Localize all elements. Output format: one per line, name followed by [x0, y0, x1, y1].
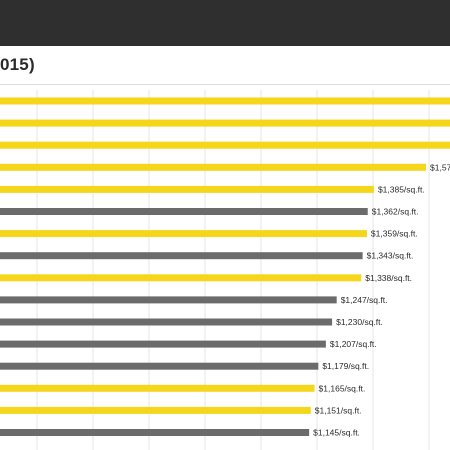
- bar-10: [0, 318, 333, 326]
- bar-label-15: $1,145/sq.ft.: [313, 428, 360, 438]
- bar-label-11: $1,207/sq.ft.: [330, 339, 377, 349]
- bar-13: [0, 384, 315, 392]
- bar-label-9: $1,247/sq.ft.: [341, 295, 388, 305]
- bar-8: [0, 274, 362, 282]
- bar-label-14: $1,151/sq.ft.: [315, 405, 362, 415]
- bar-11: [0, 340, 326, 348]
- bar-label-7: $1,343/sq.ft.: [367, 251, 414, 261]
- chart-title: 015): [0, 55, 35, 74]
- bar-5: [0, 208, 368, 215]
- bar-0: [0, 97, 450, 105]
- bar-label-12: $1,179/sq.ft.: [322, 361, 369, 371]
- top-banner: [0, 0, 450, 46]
- title-divider: [0, 84, 450, 85]
- bar-4: [0, 185, 374, 193]
- bar-label-13: $1,165/sq.ft.: [319, 383, 366, 393]
- bar-label-4: $1,385/sq.ft.: [378, 184, 425, 194]
- bar-14: [0, 406, 311, 414]
- bar-2: [0, 141, 450, 149]
- bar-7: [0, 252, 363, 260]
- bar-label-8: $1,338/sq.ft.: [365, 273, 412, 283]
- bar-label-6: $1,359/sq.ft.: [371, 229, 418, 239]
- bar-label-10: $1,230/sq.ft.: [336, 317, 383, 327]
- bar-1: [0, 119, 450, 127]
- bar-15: [0, 429, 310, 436]
- bar-6: [0, 230, 367, 238]
- bar-label-5: $1,362/sq.ft.: [372, 207, 419, 217]
- bar-label-3: $1,578: [430, 162, 450, 172]
- bar-9: [0, 296, 337, 304]
- bar-3: [0, 163, 427, 171]
- bar-12: [0, 362, 319, 370]
